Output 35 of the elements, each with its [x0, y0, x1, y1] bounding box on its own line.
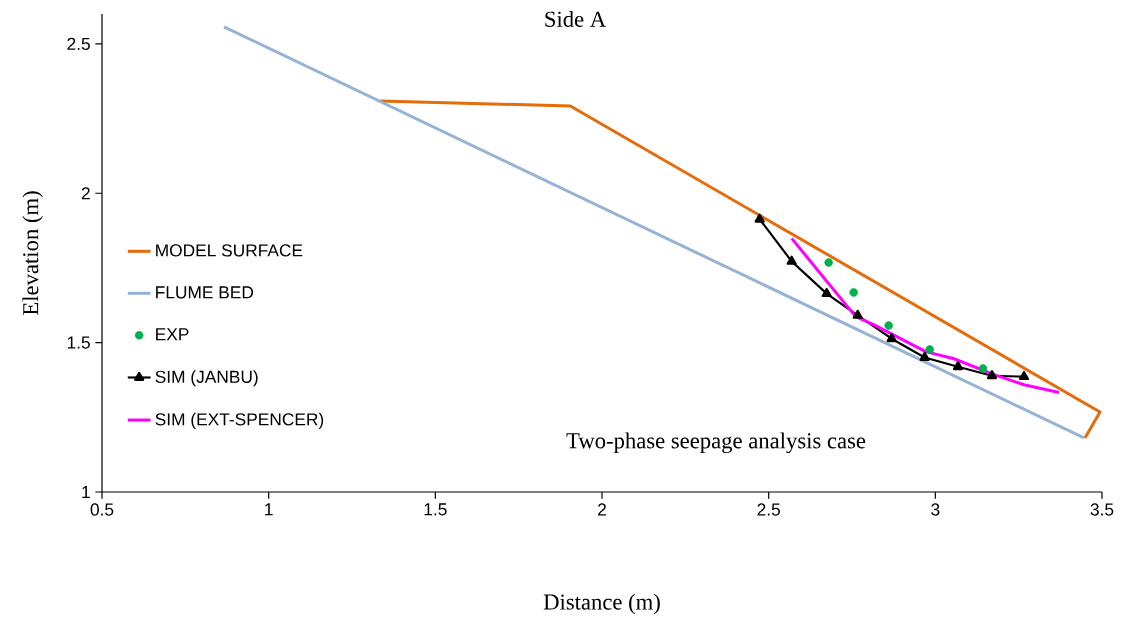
legend-label: FLUME BED [156, 286, 254, 299]
legend-label: SIM (JANBU) [155, 370, 258, 387]
point [952, 361, 964, 371]
point [824, 258, 833, 267]
y-tick-label: 2.5 [67, 37, 90, 50]
point [978, 364, 988, 373]
legend-label: EXP [156, 328, 189, 341]
point [1018, 370, 1030, 381]
legend-label: MODEL SURFACE [156, 244, 303, 257]
y-tick-label: 2 [81, 187, 90, 200]
x-axis-title: Distance (m) [543, 593, 660, 615]
x-tick-label: 0.5 [90, 503, 114, 516]
y-axis-title: Elevation (m) [22, 191, 43, 315]
point [754, 213, 765, 223]
x-tick-label: 3 [931, 503, 940, 516]
point [852, 309, 863, 319]
point [986, 370, 998, 380]
line-series [790, 236, 1061, 395]
x-tick-label: 1 [265, 503, 273, 516]
legend-label: SIM (EXT-SPENCER) [155, 412, 324, 429]
point [821, 287, 832, 298]
point [786, 255, 797, 265]
x-tick-label: 2 [598, 503, 606, 516]
point [919, 351, 930, 361]
annotation: Two-phase seepage analysis case [566, 432, 866, 454]
y-tick-label: 1.5 [67, 336, 90, 349]
x-tick-label: 1.5 [424, 503, 447, 516]
point [884, 321, 893, 330]
y-tick-label: 1 [82, 486, 90, 498]
point [886, 333, 897, 343]
chart-title: Side A [545, 10, 606, 27]
x-tick-label: 3.5 [1090, 503, 1114, 516]
point [925, 345, 934, 354]
point [849, 288, 858, 297]
x-tick-label: 2.5 [757, 503, 780, 516]
